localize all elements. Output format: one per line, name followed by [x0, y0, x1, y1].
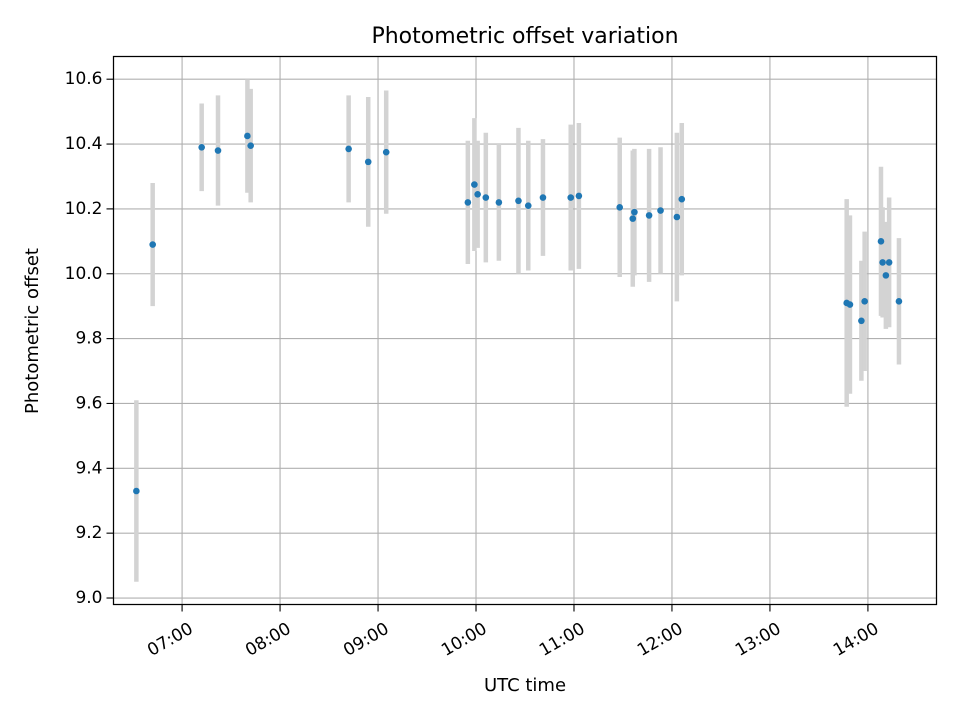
data-points	[133, 132, 903, 495]
data-point	[214, 147, 222, 154]
plot-frame	[112, 55, 938, 606]
data-point	[629, 215, 637, 222]
data-point	[515, 197, 522, 205]
data-point	[471, 181, 478, 188]
y-tick-label: 9.4	[75, 458, 102, 478]
data-point	[575, 192, 583, 200]
data-point	[482, 194, 490, 201]
y-tick-label: 9.6	[75, 393, 102, 413]
data-point	[678, 195, 686, 203]
data-point	[882, 272, 890, 279]
data-point	[474, 191, 481, 198]
data-point	[539, 194, 547, 201]
x-axis-label: UTC time	[484, 675, 566, 696]
data-point	[861, 298, 868, 305]
data-point	[879, 259, 886, 266]
data-point	[885, 259, 893, 266]
y-tick-label: 9.2	[75, 523, 102, 543]
data-point	[673, 213, 681, 221]
data-point	[524, 202, 532, 209]
data-point	[616, 203, 624, 211]
data-point	[858, 317, 865, 325]
data-point	[645, 212, 653, 219]
data-point	[364, 158, 372, 166]
data-point	[244, 132, 251, 140]
grid-lines	[113, 56, 937, 605]
data-point	[198, 143, 205, 151]
data-point	[495, 199, 503, 206]
y-tick-label: 10.4	[65, 134, 103, 154]
data-point	[133, 487, 140, 495]
y-axis-label: Photometric offset	[22, 248, 43, 414]
data-point	[149, 241, 156, 248]
data-point	[631, 208, 638, 216]
data-point	[846, 301, 854, 308]
data-point	[464, 199, 472, 206]
data-point	[247, 142, 254, 149]
data-point	[382, 148, 390, 156]
data-point	[877, 238, 885, 245]
y-tick-label: 10.6	[65, 69, 103, 89]
data-point	[657, 207, 664, 214]
y-tick-label: 9.0	[75, 588, 102, 608]
y-tick-label: 10.2	[65, 199, 103, 219]
chart-title: Photometric offset variation	[371, 24, 678, 49]
y-tick-label: 9.8	[75, 329, 102, 349]
data-point	[567, 194, 575, 201]
y-tick-label: 10.0	[65, 264, 103, 284]
data-point	[895, 298, 903, 305]
data-point	[345, 145, 352, 153]
